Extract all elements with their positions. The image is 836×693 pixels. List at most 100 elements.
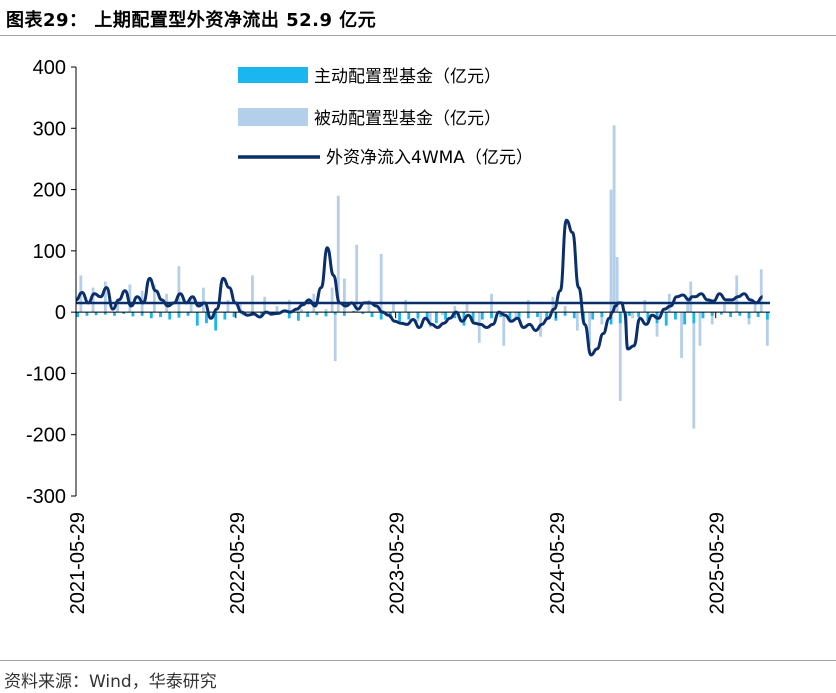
active-bar xyxy=(646,312,650,321)
legend-swatch-active xyxy=(238,67,308,83)
legend-label-passive: 被动配置型基金（亿元） xyxy=(314,109,501,129)
active-bar xyxy=(536,312,539,318)
active-bar xyxy=(352,310,355,313)
passive-bar xyxy=(563,306,567,313)
active-bar xyxy=(223,312,227,320)
active-bar xyxy=(600,312,604,318)
x-tick-label: 2021-05-29 xyxy=(67,512,89,614)
passive-bar xyxy=(465,302,469,313)
passive-bar xyxy=(551,296,555,313)
active-bar xyxy=(729,312,732,318)
passive-bar xyxy=(680,312,683,359)
passive-bar xyxy=(692,312,696,429)
active-bar xyxy=(692,312,696,324)
active-bar xyxy=(407,312,411,320)
chart-title: 图表29： 上期配置型外资净流出 52.9 亿元 xyxy=(6,10,377,31)
passive-bar xyxy=(404,299,408,313)
passive-bar xyxy=(575,312,579,331)
active-bar xyxy=(710,312,714,316)
passive-bar xyxy=(618,312,622,402)
passive-bar xyxy=(631,312,634,319)
active-bar xyxy=(94,312,98,316)
active-bar xyxy=(517,312,521,320)
active-bar xyxy=(205,312,208,324)
active-bar xyxy=(113,312,116,316)
active-bar xyxy=(434,312,438,324)
passive-bar xyxy=(514,312,518,319)
passive-bar xyxy=(710,312,714,325)
active-bar xyxy=(618,312,622,324)
wma-line-series xyxy=(75,218,763,357)
legend-label-line: 外资净流入4WMA（亿元） xyxy=(326,148,533,168)
active-bar xyxy=(471,312,475,322)
active-bar xyxy=(76,312,80,318)
passive-bar xyxy=(226,299,230,313)
active-bar xyxy=(297,312,300,321)
active-bar xyxy=(333,312,337,315)
passive-bars xyxy=(79,125,769,429)
passive-bar xyxy=(526,299,530,313)
passive-bar xyxy=(251,275,254,313)
title-divider xyxy=(0,35,836,36)
active-bar xyxy=(315,312,319,316)
active-bar xyxy=(232,312,236,318)
active-bar xyxy=(765,312,769,320)
active-bar xyxy=(85,312,89,316)
source-note: 资料来源：Wind，华泰研究 xyxy=(4,672,217,692)
y-tick-label: -200 xyxy=(26,425,66,447)
y-tick-label: 100 xyxy=(33,241,66,263)
active-bar xyxy=(168,312,172,320)
active-bar xyxy=(177,312,181,318)
passive-bar xyxy=(367,299,371,313)
active-bar xyxy=(637,312,641,318)
passive-bar xyxy=(453,306,457,313)
active-bar xyxy=(425,312,429,321)
passive-bar xyxy=(343,278,346,313)
active-bar xyxy=(756,312,760,318)
active-bar xyxy=(416,312,420,319)
passive-bar xyxy=(324,309,328,313)
passive-bar xyxy=(275,306,279,313)
footer-divider xyxy=(0,660,836,661)
active-bar xyxy=(287,312,291,319)
y-tick-label: -300 xyxy=(26,486,66,508)
active-bar xyxy=(701,312,705,319)
active-bar xyxy=(343,312,346,316)
passive-bar xyxy=(333,312,337,362)
passive-bar xyxy=(336,195,340,313)
y-tick-label: 200 xyxy=(33,180,66,202)
active-bar xyxy=(306,312,310,318)
passive-bar xyxy=(753,302,757,313)
active-bar xyxy=(159,312,162,318)
active-bar xyxy=(719,312,723,315)
passive-bar xyxy=(735,275,739,313)
active-bar xyxy=(398,312,401,322)
passive-bar xyxy=(698,312,702,346)
active-bar xyxy=(683,312,687,325)
x-tick-label: 2025-05-29 xyxy=(707,512,729,614)
active-bar xyxy=(747,312,751,319)
active-bar xyxy=(628,312,631,316)
active-bar xyxy=(572,312,576,319)
active-bar xyxy=(738,312,742,316)
active-bar xyxy=(149,312,153,319)
passive-bar xyxy=(202,287,205,313)
active-bar xyxy=(526,312,530,319)
passive-bar xyxy=(588,312,592,346)
passive-bar xyxy=(643,299,647,313)
active-bar xyxy=(591,312,595,320)
active-bar xyxy=(324,312,328,317)
active-bar xyxy=(664,312,668,326)
passive-bar xyxy=(300,309,303,313)
x-tick-label: 2022-05-29 xyxy=(227,512,249,614)
active-bar xyxy=(361,312,365,314)
active-bar xyxy=(122,312,126,314)
legend-label-active: 主动配置型基金（亿元） xyxy=(314,67,501,87)
passive-bar xyxy=(103,281,107,313)
active-bar xyxy=(453,312,457,319)
passive-bar xyxy=(600,312,604,325)
passive-bar xyxy=(609,189,613,313)
y-tick-label: 0 xyxy=(55,302,66,324)
passive-bar xyxy=(723,302,726,313)
active-bar xyxy=(480,312,484,320)
